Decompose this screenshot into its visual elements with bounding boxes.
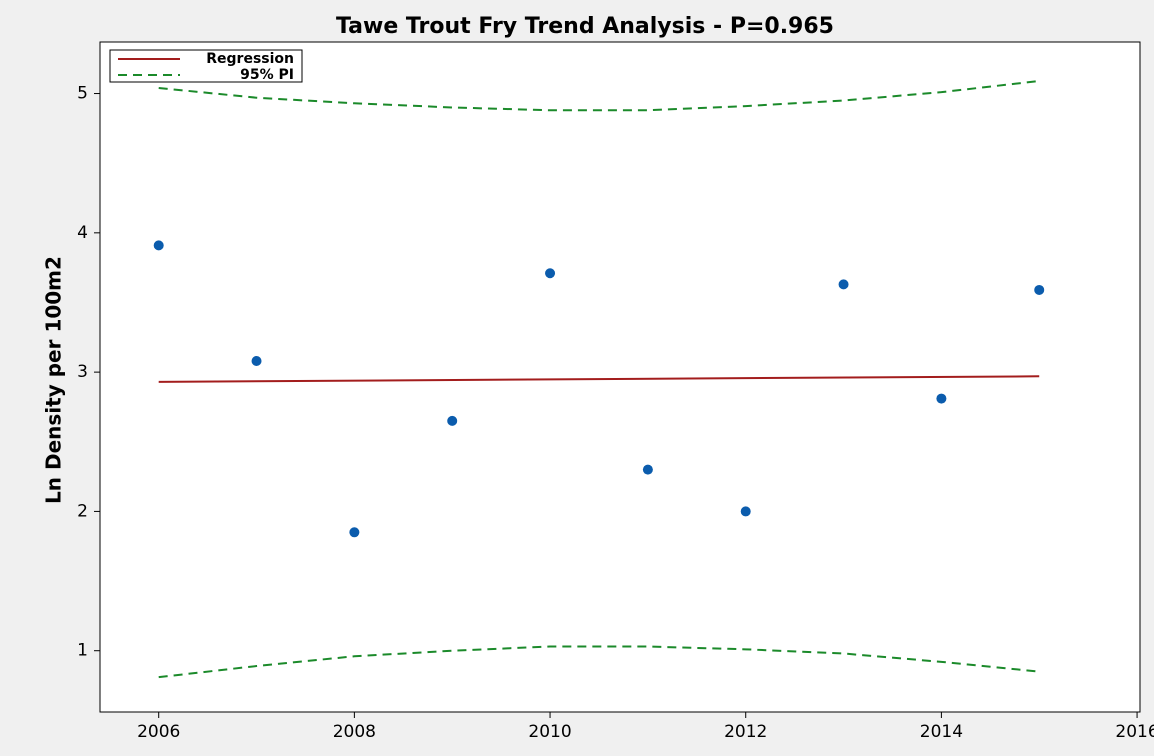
point — [447, 415, 458, 426]
point — [251, 355, 262, 366]
legend-label: 95% PI — [240, 67, 294, 83]
y-tick-label: 5 — [77, 84, 88, 104]
series-line — [158, 375, 1040, 383]
legend-label: Regression — [206, 51, 294, 67]
point — [1034, 284, 1045, 295]
point — [838, 279, 849, 290]
y-tick-label: 2 — [77, 501, 88, 521]
point — [545, 268, 556, 279]
point — [349, 527, 360, 538]
x-tick-label: 2012 — [724, 722, 767, 742]
series-line — [158, 80, 1040, 112]
x-tick-label: 2010 — [528, 722, 571, 742]
x-tick-label: 2008 — [333, 722, 376, 742]
y-tick-label: 3 — [77, 362, 88, 382]
point — [153, 240, 164, 251]
y-tick-label: 4 — [77, 223, 88, 243]
x-tick-label: 2016 — [1115, 722, 1154, 742]
y-tick-label: 1 — [77, 641, 88, 661]
point — [740, 506, 751, 517]
chart-title: Tawe Trout Fry Trend Analysis - P=0.965 — [336, 14, 834, 39]
series-line-lower — [158, 645, 1040, 679]
y-axis-label: Ln Density per 100m2 — [42, 256, 66, 504]
x-tick-label: 2014 — [920, 722, 963, 742]
x-tick-label: 2006 — [137, 722, 180, 742]
point — [642, 464, 653, 475]
point — [936, 393, 947, 404]
legend-box — [109, 49, 303, 83]
